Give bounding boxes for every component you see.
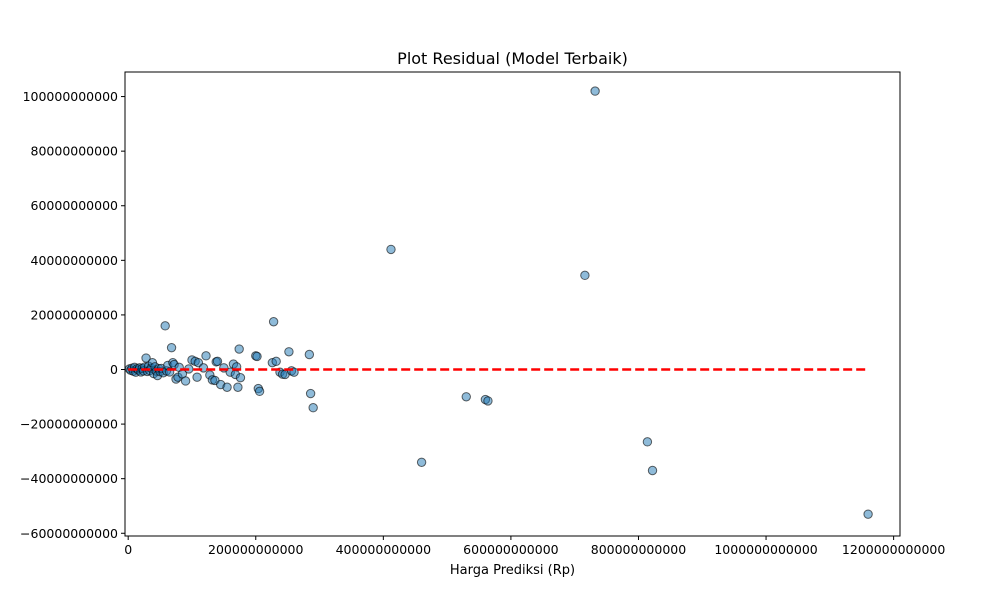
x-tick-label: 400000000000 [336, 542, 431, 557]
scatter-point [386, 244, 396, 255]
y-tick-label: 60000000000 [31, 198, 119, 213]
y-tick-label: 80000000000 [31, 144, 119, 159]
chart-title: Plot Residual (Model Terbaik) [397, 49, 628, 68]
scatter-point [461, 392, 471, 402]
scatter-point [141, 353, 151, 363]
y-tick-label: 20000000000 [31, 307, 119, 322]
x-tick-label: 600000000000 [463, 542, 558, 557]
scatter-point [647, 465, 658, 476]
scatter-point [284, 347, 294, 357]
y-tick-label: 40000000000 [31, 253, 119, 268]
y-axis: −60000000000 −40000000000 −20000000000 0 200… [20, 89, 125, 541]
scatter-point [483, 396, 493, 406]
y-tick-label: −60000000000 [20, 526, 118, 541]
scatter-point [192, 372, 202, 382]
scatter-point [212, 356, 223, 367]
scatter-point [234, 344, 244, 354]
x-axis-label: Harga Prediksi (Rp) [450, 563, 575, 578]
scatter-point [166, 342, 177, 353]
x-tick-label: 800000000000 [591, 542, 686, 557]
scatter-point [254, 386, 265, 397]
points-layer [124, 86, 873, 519]
y-tick-label: −20000000000 [20, 417, 118, 432]
scatter-point [308, 403, 318, 413]
scatter-point [233, 382, 243, 392]
scatter-point [305, 388, 316, 399]
scatter-point [416, 457, 427, 468]
y-tick-label: 100000000000 [23, 89, 118, 104]
scatter-point [590, 86, 600, 96]
scatter-point [198, 363, 209, 373]
y-tick-label: −40000000000 [20, 471, 118, 486]
scatter-point [180, 376, 191, 386]
x-axis: 0 200000000000 400000000000 600000000000 800… [124, 536, 945, 557]
scatter-point [863, 509, 873, 519]
scatter-point [580, 270, 590, 281]
scatter-point [271, 356, 281, 367]
scatter-point [252, 351, 262, 362]
x-tick-label: 0 [124, 542, 132, 557]
x-tick-label: 200000000000 [208, 542, 303, 557]
scatter-point [160, 321, 170, 331]
scatter-point [201, 351, 211, 361]
scatter-point [268, 317, 279, 327]
y-tick-label: 0 [110, 362, 118, 377]
x-tick-label: 1000000000000 [714, 542, 817, 557]
scatter-point [235, 372, 246, 383]
x-tick-label: 1200000000000 [842, 542, 945, 557]
scatter-point [304, 349, 315, 360]
scatter-point [222, 382, 232, 392]
scatter-point [642, 437, 653, 447]
plot-frame [124, 71, 901, 537]
